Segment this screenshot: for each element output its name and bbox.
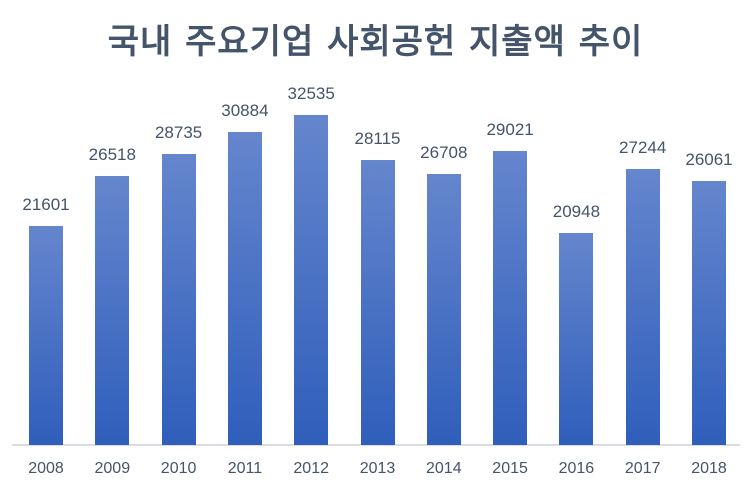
- x-tick-label-2015: 2015: [492, 460, 528, 477]
- bar-2008: [29, 225, 63, 445]
- data-label-2016: 20948: [552, 201, 601, 221]
- data-label-2012: 32535: [287, 84, 335, 103]
- x-tick-label-2018: 2018: [691, 460, 727, 477]
- x-tick-label-2017: 2017: [624, 460, 661, 477]
- data-label-2014: 26708: [420, 143, 468, 163]
- x-tick-label-2016: 2016: [558, 460, 595, 477]
- data-label-2018: 26061: [685, 149, 733, 169]
- bar-2014: [426, 174, 461, 445]
- x-tick-label-2009: 2009: [94, 460, 131, 477]
- data-label-2013: 28115: [354, 128, 401, 148]
- data-label-2015: 29021: [486, 119, 534, 139]
- x-tick-label-2014: 2014: [426, 460, 462, 477]
- data-label-2010: 28735: [154, 122, 203, 142]
- x-tick-label-2012: 2012: [293, 460, 329, 477]
- bar-2015: [493, 150, 528, 445]
- data-label-2011: 30884: [221, 100, 269, 120]
- x-tick-label-2008: 2008: [28, 460, 64, 477]
- x-axis-line: [12, 444, 740, 446]
- bar-2012: [294, 115, 329, 445]
- bar-2011: [227, 131, 262, 445]
- data-label-2017: 27244: [619, 137, 667, 157]
- chart-title: 국내 주요기업 사회공헌 지출액 추이: [107, 22, 644, 62]
- bar-2018: [692, 180, 726, 445]
- bar-2009: [95, 176, 130, 445]
- x-tick-label-2013: 2013: [359, 460, 396, 477]
- x-tick-label-2010: 2010: [160, 460, 197, 477]
- bar-2016: [559, 232, 594, 445]
- data-label-2009: 26518: [88, 145, 136, 165]
- x-tick-label-2011: 2011: [227, 460, 263, 477]
- bar-2017: [625, 168, 660, 445]
- bar-2010: [161, 153, 196, 445]
- bar-2013: [360, 159, 395, 445]
- data-label-2008: 21601: [22, 194, 70, 214]
